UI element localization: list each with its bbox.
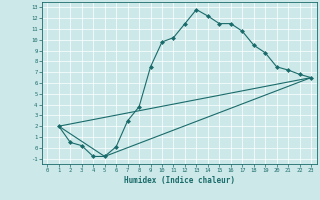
X-axis label: Humidex (Indice chaleur): Humidex (Indice chaleur) [124,176,235,185]
